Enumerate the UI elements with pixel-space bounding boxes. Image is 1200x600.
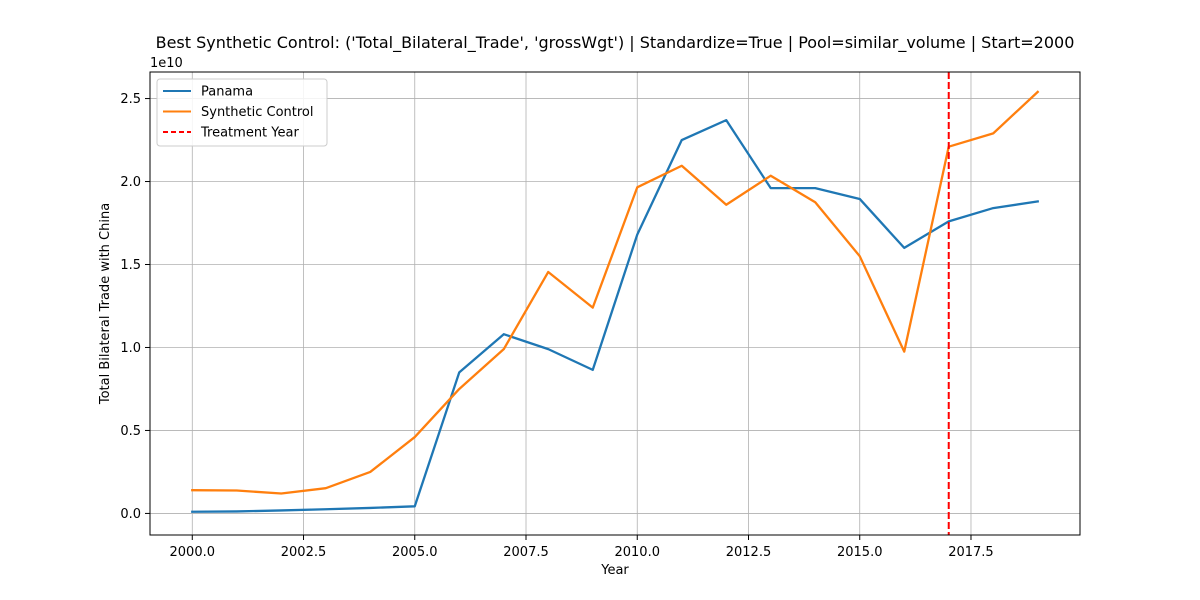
y-tick-label: 0.5 [120,424,141,439]
x-tick-label: 2010.0 [614,545,660,560]
x-axis: 2000.0 2002.5 2005.0 2007.5 2010.0 2012.5 2015… [170,535,994,560]
legend-label-synthetic-control: Synthetic Control [201,105,314,120]
x-tick-label: 2007.5 [503,545,549,560]
y-offset-label: 1e10 [150,56,183,71]
x-tick-label: 2015.0 [837,545,883,560]
series-line-synthetic-control [191,90,1040,495]
legend-box [156,78,328,147]
series-layer [191,72,1040,535]
x-tick-label: 2002.5 [281,545,327,560]
x-tick-label: 2005.0 [392,545,438,560]
chart-title: Best Synthetic Control: ('Total_Bilatera… [156,33,1075,53]
grid [150,72,1080,535]
legend-label-treatment-year: Treatment Year [200,126,299,141]
legend: Panama Synthetic Control Treatment Year [156,78,328,147]
x-tick-label: 2000.0 [170,545,216,560]
y-tick-label: 1.5 [120,258,141,273]
series-line-panama [191,118,1040,513]
y-tick-label: 0.0 [120,507,141,522]
y-axis: 0.0 0.5 1.0 1.5 2.0 2.5 [120,92,150,522]
x-tick-label: 2012.5 [726,545,772,560]
legend-label-panama: Panama [201,85,253,100]
x-tick-label: 2017.5 [948,545,994,560]
x-axis-label: Year [600,563,629,578]
y-axis-label: Total Bilateral Trade with China [98,203,113,405]
y-tick-label: 1.0 [120,341,141,356]
plot-frame [149,71,1081,536]
y-tick-label: 2.0 [120,175,141,190]
y-tick-label: 2.5 [120,92,141,107]
